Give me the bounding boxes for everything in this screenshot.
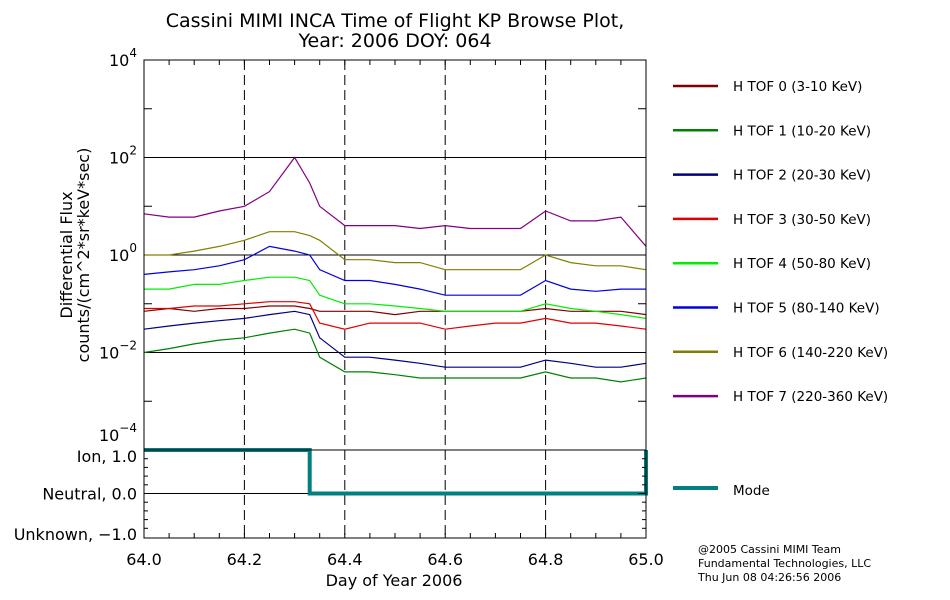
legend-label: H TOF 0 (3-10 KeV)	[733, 79, 862, 95]
credit-line-2: Fundamental Technologies, LLC	[698, 557, 871, 570]
series-line-tof-1	[143, 328, 647, 383]
legend-label: H TOF 1 (10-20 KeV)	[733, 123, 871, 139]
series-line-tof-3	[144, 301, 647, 330]
legend-label: H TOF 3 (30-50 KeV)	[733, 212, 871, 228]
y-tick-label: 102	[109, 144, 137, 168]
credit-line-3: Thu Jun 08 04:26:56 2006	[697, 571, 841, 584]
legend: H TOF 0 (3-10 KeV) H TOF 1 (10-20 KeV) H T…	[673, 79, 888, 499]
x-axis-label: Day of Year 2006	[326, 571, 463, 590]
x-tick-label: 64.4	[327, 550, 363, 569]
legend-label-mode: Mode	[733, 483, 770, 499]
x-tick-label: 64.6	[427, 550, 463, 569]
series-line-tof-6	[144, 231, 647, 271]
series-line-tof-0	[143, 305, 647, 316]
x-tick-label: 65.0	[628, 550, 664, 569]
series-line-tof-2	[143, 310, 647, 368]
mode-tick-label: Neutral, 0.0	[42, 485, 137, 504]
mode-tick-label: Ion, 1.0	[77, 447, 137, 466]
x-tick-label: 64.0	[126, 550, 162, 569]
mode-line	[144, 448, 648, 496]
legend-label: H TOF 7 (220-360 KeV)	[733, 389, 888, 405]
chart-title: Cassini MIMI INCA Time of Flight KP Brow…	[166, 10, 625, 32]
x-tick-label: 64.2	[227, 550, 263, 569]
series-line-tof-5	[143, 245, 646, 296]
y-tick-label: 100	[109, 241, 137, 265]
x-tick-label: 64.8	[528, 550, 564, 569]
legend-label: H TOF 4 (50-80 KeV)	[733, 256, 871, 272]
legend-label: H TOF 2 (20-30 KeV)	[733, 168, 871, 184]
y-axis-label-line1: Differential Flux	[57, 191, 76, 318]
mode-tick-label: Unknown, −1.0	[14, 525, 137, 544]
series-line-tof-7	[143, 156, 647, 247]
credit-line-1: @2005 Cassini MIMI Team	[698, 543, 841, 556]
series-line-tof-4	[144, 276, 647, 319]
legend-label: H TOF 6 (140-220 KeV)	[733, 345, 888, 361]
y-tick-label: 104	[109, 46, 137, 70]
chart-subtitle: Year: 2006 DOY: 064	[297, 30, 491, 52]
axes: 104 102 100 10−2 10−4 Ion, 1.0 Neutral, 0.0 Unk…	[14, 46, 664, 569]
y-tick-label: 10−4	[99, 421, 137, 445]
grid-lines	[144, 59, 646, 538]
y-tick-label: 10−2	[99, 339, 137, 363]
y-axis-label-line2: counts/(cm^2*sr*keV*sec)	[74, 148, 93, 363]
legend-label: H TOF 5 (80-140 KeV)	[733, 301, 880, 317]
flux-series	[143, 156, 648, 496]
